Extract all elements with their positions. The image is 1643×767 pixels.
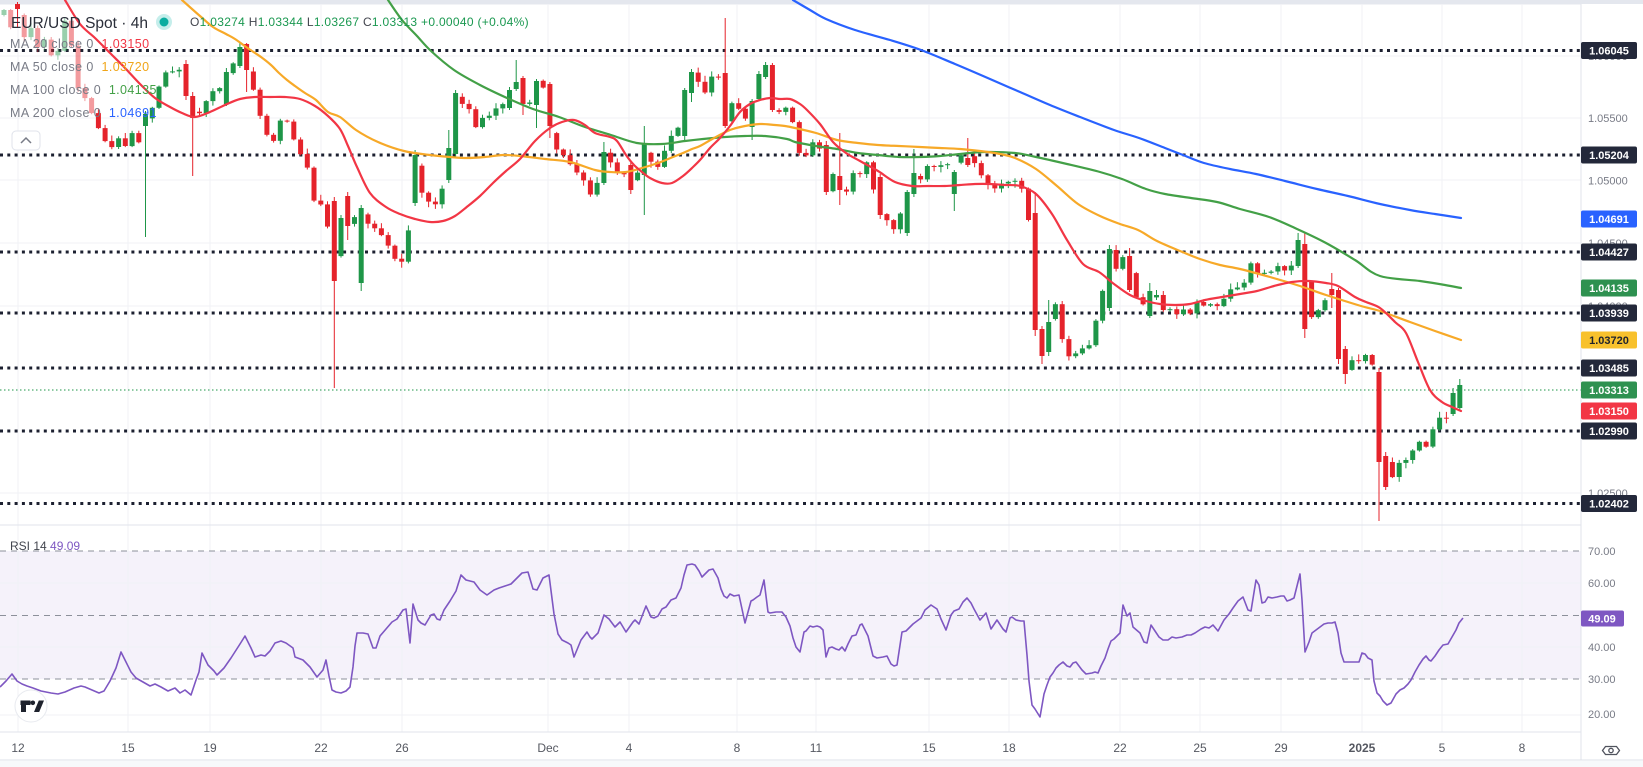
svg-text:22: 22 — [314, 741, 328, 755]
svg-text:RSI 14 49.09: RSI 14 49.09 — [10, 539, 80, 553]
svg-text:1.05204: 1.05204 — [1589, 150, 1630, 162]
svg-text:O1.03274 H1.03344 L1.03267 C1.: O1.03274 H1.03344 L1.03267 C1.03313 +0.0… — [190, 15, 529, 29]
svg-text:4: 4 — [626, 741, 633, 755]
svg-text:1.05000: 1.05000 — [1588, 176, 1628, 188]
svg-text:5: 5 — [1439, 741, 1446, 755]
svg-text:70.00: 70.00 — [1588, 546, 1616, 558]
svg-text:1.02990: 1.02990 — [1589, 426, 1629, 438]
svg-text:19: 19 — [203, 741, 217, 755]
svg-text:26: 26 — [395, 741, 409, 755]
svg-text:30.00: 30.00 — [1588, 674, 1616, 686]
svg-text:MA 200 close 0 1.04691: MA 200 close 0 1.04691 — [10, 106, 157, 120]
svg-text:1.04135: 1.04135 — [1589, 283, 1629, 295]
svg-text:1.03150: 1.03150 — [1589, 406, 1629, 418]
svg-text:1.03313: 1.03313 — [1589, 385, 1629, 397]
svg-text:60.00: 60.00 — [1588, 578, 1616, 590]
svg-text:MA 50 close 0 1.03720: MA 50 close 0 1.03720 — [10, 60, 149, 74]
svg-text:1.05500: 1.05500 — [1588, 113, 1628, 125]
svg-text:EUR/USD Spot · 4h: EUR/USD Spot · 4h — [11, 15, 148, 32]
svg-text:1.03939: 1.03939 — [1589, 308, 1629, 320]
svg-text:MA 20 close 0 1.03150: MA 20 close 0 1.03150 — [10, 37, 149, 51]
svg-text:22: 22 — [1113, 741, 1127, 755]
svg-text:11: 11 — [810, 741, 823, 755]
svg-text:2025: 2025 — [1349, 741, 1376, 755]
svg-text:MA 100 close 0 1.04135: MA 100 close 0 1.04135 — [10, 83, 157, 97]
svg-text:1.04691: 1.04691 — [1589, 214, 1629, 226]
svg-text:40.00: 40.00 — [1588, 642, 1616, 654]
svg-text:8: 8 — [1519, 741, 1526, 755]
svg-text:8: 8 — [734, 741, 741, 755]
svg-text:15: 15 — [922, 741, 936, 755]
svg-text:Dec: Dec — [537, 741, 558, 755]
svg-text:49.09: 49.09 — [1588, 614, 1616, 626]
svg-text:29: 29 — [1274, 741, 1288, 755]
svg-text:25: 25 — [1193, 741, 1207, 755]
svg-text:1.02402: 1.02402 — [1589, 499, 1629, 511]
svg-text:1.04427: 1.04427 — [1589, 247, 1629, 259]
svg-text:1.03485: 1.03485 — [1589, 363, 1629, 375]
svg-text:20.00: 20.00 — [1588, 709, 1616, 721]
svg-text:1.06045: 1.06045 — [1589, 46, 1629, 58]
svg-text:1.03720: 1.03720 — [1589, 335, 1629, 347]
svg-text:18: 18 — [1002, 741, 1016, 755]
svg-text:15: 15 — [121, 741, 135, 755]
svg-text:12: 12 — [11, 741, 25, 755]
